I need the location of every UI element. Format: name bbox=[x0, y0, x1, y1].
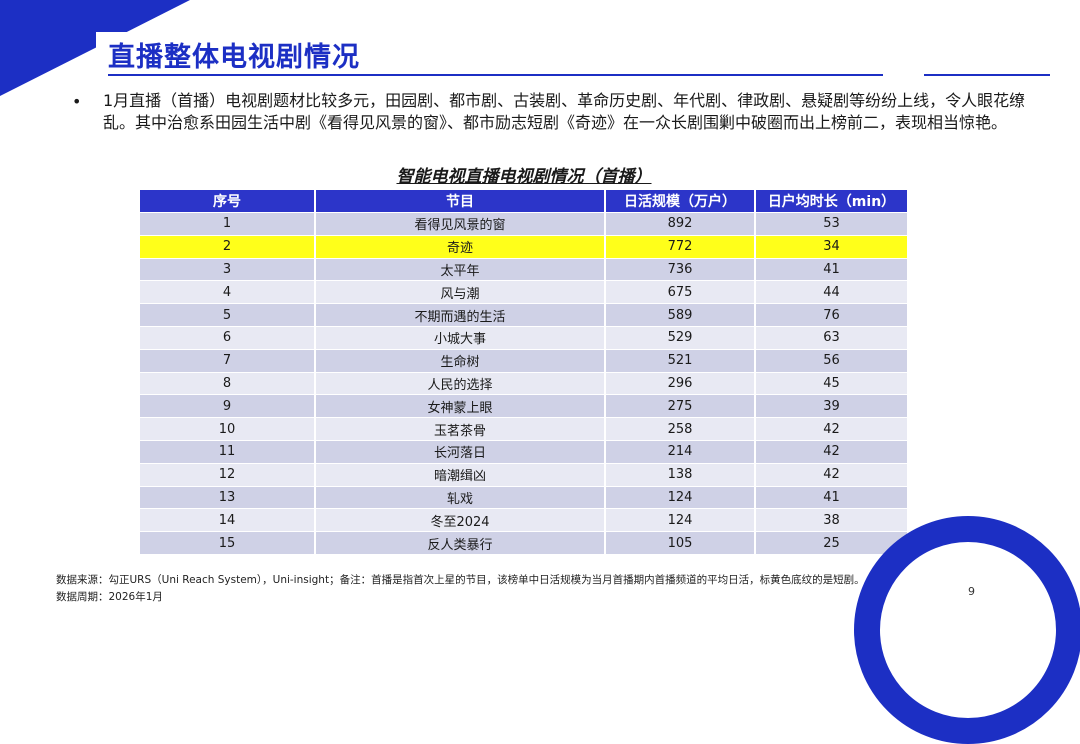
title-underline bbox=[108, 74, 883, 76]
intro-paragraph: 1月直播（首播）电视剧题材比较多元，田园剧、都市剧、古装剧、革命历史剧、年代剧、… bbox=[103, 91, 1026, 132]
cell-rank: 11 bbox=[140, 439, 316, 464]
cell-program: 人民的选择 bbox=[315, 371, 606, 395]
cell-daily-reach: 275 bbox=[605, 394, 756, 418]
table-row: 9 女神蒙上眼 275 39 bbox=[140, 394, 909, 418]
cell-program: 不期而遇的生活 bbox=[315, 303, 606, 327]
cell-daily-reach: 736 bbox=[605, 257, 756, 281]
cell-daily-reach: 772 bbox=[605, 234, 756, 259]
title-bar bbox=[96, 32, 906, 74]
page-title: 直播整体电视剧情况 bbox=[108, 42, 360, 73]
cell-program: 长河落日 bbox=[315, 439, 606, 464]
cell-daily-reach: 214 bbox=[605, 439, 756, 464]
cell-avg-duration: 56 bbox=[755, 348, 909, 373]
cell-avg-duration: 63 bbox=[755, 325, 909, 350]
cell-program: 奇迹 bbox=[315, 234, 606, 259]
cell-rank: 1 bbox=[140, 212, 316, 236]
footnote: 数据来源：勾正URS（Uni Reach System），Uni-insight… bbox=[56, 572, 865, 606]
cell-rank: 13 bbox=[140, 485, 316, 509]
cell-program: 反人类暴行 bbox=[315, 531, 606, 554]
cell-program: 暗潮缉凶 bbox=[315, 462, 606, 487]
cell-daily-reach: 105 bbox=[605, 531, 756, 554]
cell-rank: 15 bbox=[140, 531, 316, 554]
table-header-row: 序号 节目 日活规模（万户） 日户均时长（min） bbox=[140, 190, 909, 213]
cell-daily-reach: 258 bbox=[605, 417, 756, 441]
cell-avg-duration: 41 bbox=[755, 257, 909, 281]
cell-avg-duration: 25 bbox=[755, 531, 909, 554]
cell-rank: 2 bbox=[140, 234, 316, 259]
cell-daily-reach: 124 bbox=[605, 508, 756, 532]
cell-rank: 9 bbox=[140, 394, 316, 418]
corner-arc-decoration bbox=[854, 516, 1080, 744]
cell-rank: 10 bbox=[140, 417, 316, 441]
table-row: 15 反人类暴行 105 25 bbox=[140, 531, 909, 554]
ranking-table: 序号 节目 日活规模（万户） 日户均时长（min） 1 看得见风景的窗 892 … bbox=[140, 190, 909, 554]
cell-daily-reach: 892 bbox=[605, 212, 756, 236]
table-row: 11 长河落日 214 42 bbox=[140, 439, 909, 464]
cell-avg-duration: 42 bbox=[755, 417, 909, 441]
header-avg-duration: 日户均时长（min） bbox=[755, 190, 909, 213]
title-underline-right bbox=[924, 74, 1050, 76]
cell-avg-duration: 76 bbox=[755, 303, 909, 327]
cell-rank: 7 bbox=[140, 348, 316, 373]
cell-rank: 5 bbox=[140, 303, 316, 327]
table-row: 12 暗潮缉凶 138 42 bbox=[140, 462, 909, 487]
table-row-highlighted: 2 奇迹 772 34 bbox=[140, 234, 909, 259]
cell-rank: 3 bbox=[140, 257, 316, 281]
cell-daily-reach: 675 bbox=[605, 280, 756, 304]
footnote-source: 数据来源：勾正URS（Uni Reach System），Uni-insight… bbox=[56, 574, 865, 586]
cell-avg-duration: 41 bbox=[755, 485, 909, 509]
header-daily-reach: 日活规模（万户） bbox=[605, 190, 756, 213]
cell-program: 小城大事 bbox=[315, 325, 606, 350]
cell-daily-reach: 138 bbox=[605, 462, 756, 487]
table-row: 8 人民的选择 296 45 bbox=[140, 371, 909, 395]
table-row: 6 小城大事 529 63 bbox=[140, 325, 909, 350]
cell-avg-duration: 38 bbox=[755, 508, 909, 532]
bullet-marker: • bbox=[72, 92, 82, 111]
cell-program: 玉茗茶骨 bbox=[315, 417, 606, 441]
cell-rank: 14 bbox=[140, 508, 316, 532]
table-title: 智能电视直播电视剧情况（首播） bbox=[396, 167, 652, 187]
cell-program: 轧戏 bbox=[315, 485, 606, 509]
header-rank: 序号 bbox=[140, 190, 316, 213]
cell-avg-duration: 53 bbox=[755, 212, 909, 236]
page-number: 9 bbox=[968, 585, 975, 598]
cell-rank: 6 bbox=[140, 325, 316, 350]
cell-rank: 8 bbox=[140, 371, 316, 395]
cell-daily-reach: 124 bbox=[605, 485, 756, 509]
cell-program: 女神蒙上眼 bbox=[315, 394, 606, 418]
cell-daily-reach: 521 bbox=[605, 348, 756, 373]
cell-rank: 12 bbox=[140, 462, 316, 487]
table-row: 10 玉茗茶骨 258 42 bbox=[140, 417, 909, 441]
cell-program: 风与潮 bbox=[315, 280, 606, 304]
cell-avg-duration: 42 bbox=[755, 462, 909, 487]
cell-program: 生命树 bbox=[315, 348, 606, 373]
cell-daily-reach: 296 bbox=[605, 371, 756, 395]
table-row: 7 生命树 521 56 bbox=[140, 348, 909, 373]
cell-avg-duration: 45 bbox=[755, 371, 909, 395]
cell-program: 看得见风景的窗 bbox=[315, 212, 606, 236]
table-row: 13 轧戏 124 41 bbox=[140, 485, 909, 509]
cell-program: 太平年 bbox=[315, 257, 606, 281]
cell-avg-duration: 39 bbox=[755, 394, 909, 418]
footnote-period: 数据周期：2026年1月 bbox=[56, 591, 163, 603]
table-row: 4 风与潮 675 44 bbox=[140, 280, 909, 304]
cell-daily-reach: 589 bbox=[605, 303, 756, 327]
cell-avg-duration: 34 bbox=[755, 234, 909, 259]
header-program: 节目 bbox=[315, 190, 606, 213]
cell-program: 冬至2024 bbox=[315, 508, 606, 532]
cell-rank: 4 bbox=[140, 280, 316, 304]
table-row: 1 看得见风景的窗 892 53 bbox=[140, 212, 909, 236]
table-row: 5 不期而遇的生活 589 76 bbox=[140, 303, 909, 327]
table-row: 14 冬至2024 124 38 bbox=[140, 508, 909, 532]
cell-avg-duration: 44 bbox=[755, 280, 909, 304]
cell-avg-duration: 42 bbox=[755, 439, 909, 464]
table-row: 3 太平年 736 41 bbox=[140, 257, 909, 281]
cell-daily-reach: 529 bbox=[605, 325, 756, 350]
